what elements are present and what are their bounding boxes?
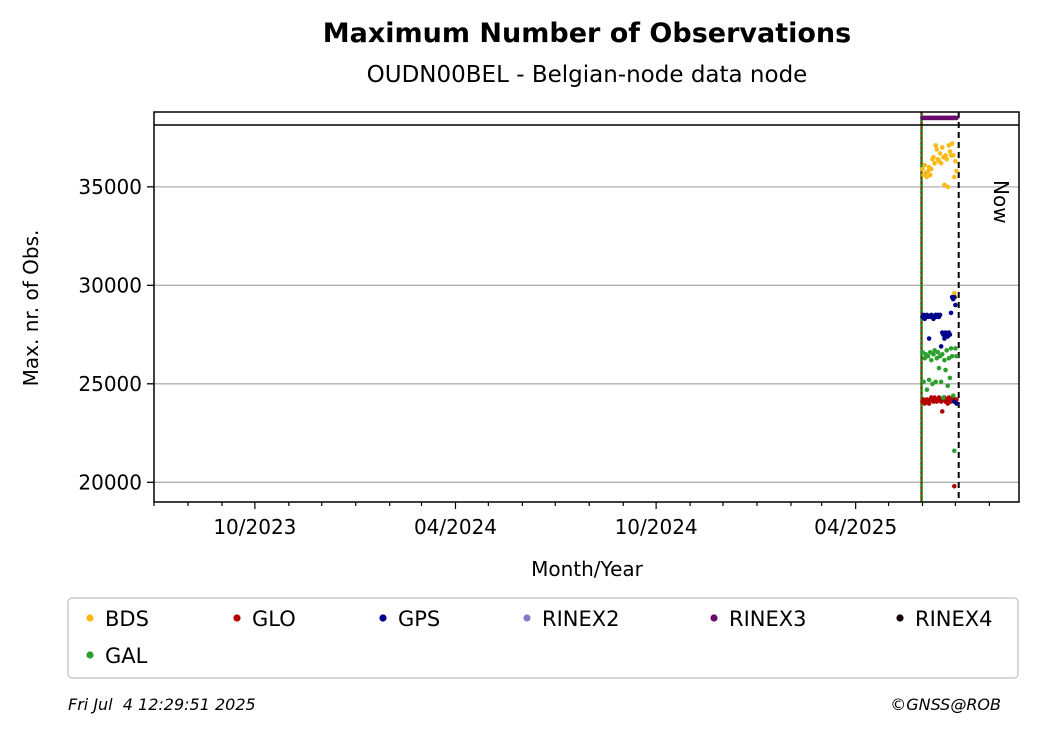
reference-lines <box>920 112 960 502</box>
data-point-gal <box>936 365 942 371</box>
x-tick-label: 10/2024 <box>615 515 698 539</box>
y-tick-label: 30000 <box>78 273 142 297</box>
data-point-bds <box>952 174 957 180</box>
data-point-gal <box>945 383 951 389</box>
data-point-gps <box>926 336 932 341</box>
data-point-bds <box>943 153 948 158</box>
data-point-gal <box>950 393 956 398</box>
data-point-bds <box>944 156 949 162</box>
legend-marker <box>86 651 94 659</box>
legend-entry: BDS <box>105 607 149 631</box>
footer-timestamp: Fri Jul 4 12:29:51 2025 <box>68 695 256 714</box>
data-point-gal <box>943 367 948 373</box>
data-point-bds <box>954 168 959 174</box>
data-point-gps <box>952 399 957 404</box>
data-point-bds <box>945 184 951 190</box>
x-axis-ticks: 10/2023 04/2024 10/2024 04/2025 <box>153 502 990 539</box>
footer-copyright: ©GNSS@ROB <box>890 695 1001 714</box>
now-label: Now <box>989 180 1013 224</box>
y-tick-label: 20000 <box>78 470 142 494</box>
data-point-bds <box>932 160 937 166</box>
data-point-gps <box>948 310 954 316</box>
x-tick-label: 04/2024 <box>414 515 497 539</box>
data-point-gal <box>954 353 959 359</box>
data-point-gal <box>925 353 931 359</box>
x-axis-label: Month/Year <box>531 557 644 581</box>
legend-entry: RINEX2 <box>542 607 620 631</box>
legend: BDS GLO GPS RINEX2 RINEX3 RINEX4 GAL <box>86 607 993 668</box>
data-point-gal <box>942 357 947 363</box>
data-point-bds <box>952 290 957 296</box>
data-point-bds <box>950 153 956 158</box>
data-point-bds <box>938 160 944 166</box>
legend-entry: GAL <box>105 644 148 668</box>
plot-area-frame <box>153 111 1020 503</box>
data-points <box>920 115 959 489</box>
y-tick-label: 35000 <box>78 175 142 199</box>
data-point-gal <box>947 375 953 381</box>
y-tick-label: 25000 <box>78 372 142 396</box>
data-point-gal <box>933 379 938 385</box>
data-point-gal <box>921 379 926 385</box>
data-point-bds <box>922 162 928 168</box>
data-point-gps <box>937 312 943 318</box>
data-point-bds <box>939 145 945 150</box>
data-point-gal <box>924 387 930 393</box>
data-point-gal <box>949 353 955 359</box>
data-point-gal <box>935 350 941 355</box>
legend-marker <box>896 614 904 622</box>
data-point-glo <box>939 409 945 414</box>
data-point-bds <box>927 172 933 178</box>
data-point-gal <box>938 379 944 385</box>
data-point-gal <box>931 351 936 357</box>
x-tick-label: 04/2025 <box>814 515 897 539</box>
data-point-bds <box>928 166 934 172</box>
data-point-bds <box>934 147 940 152</box>
data-point-bds <box>920 166 925 172</box>
data-point-bds <box>947 149 953 154</box>
data-point-gps <box>953 302 958 308</box>
data-point-gal <box>952 448 957 454</box>
data-point-bds <box>933 143 938 148</box>
data-point-bds <box>937 151 943 156</box>
data-point-glo <box>926 401 932 406</box>
legend-marker <box>379 614 387 622</box>
grid-lines <box>154 186 1019 483</box>
data-point-gal <box>926 377 932 383</box>
chart-subtitle: OUDN00BEL - Belgian-node data node <box>367 62 808 88</box>
data-point-rinex3 <box>954 115 959 121</box>
data-point-gps <box>938 344 944 349</box>
data-point-gal <box>941 395 946 400</box>
legend-marker <box>710 614 718 622</box>
legend-entry: GPS <box>398 607 440 631</box>
legend-box <box>67 597 1019 679</box>
data-point-bds <box>931 155 936 160</box>
data-point-gal <box>939 351 945 357</box>
y-axis-ticks: 20000 25000 30000 35000 <box>78 175 154 494</box>
legend-entry: GLO <box>252 607 296 631</box>
legend-marker <box>86 614 94 622</box>
y-axis-label: Max. nr. of Obs. <box>19 230 43 387</box>
data-point-gps <box>952 294 957 300</box>
chart-title: Maximum Number of Observations <box>323 18 851 49</box>
legend-entry: RINEX4 <box>915 607 993 631</box>
data-point-gal <box>953 346 958 351</box>
legend-marker <box>523 614 531 622</box>
data-point-gal <box>944 348 949 353</box>
data-point-bds <box>949 141 955 146</box>
x-tick-label: 10/2023 <box>213 515 296 539</box>
legend-entry: RINEX3 <box>729 607 807 631</box>
data-point-gps <box>947 332 953 337</box>
data-point-gal <box>948 346 954 351</box>
data-point-glo <box>952 483 957 489</box>
legend-marker <box>233 614 241 622</box>
data-point-bds <box>953 158 958 164</box>
data-point-gal <box>928 357 934 363</box>
